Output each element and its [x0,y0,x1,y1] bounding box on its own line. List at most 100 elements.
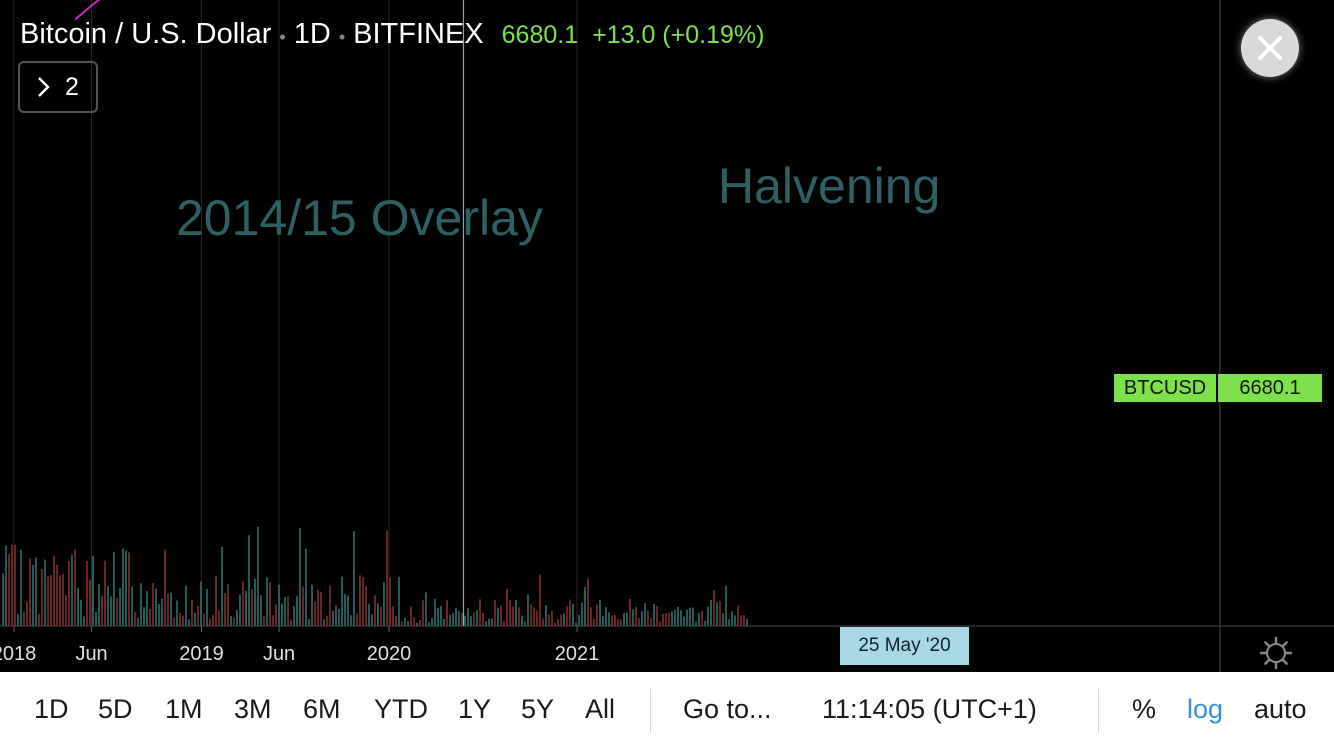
volume-bar [236,610,238,626]
volume-bar [170,592,172,626]
volume-bar [329,585,331,626]
volume-bar [23,611,25,626]
volume-bar [335,605,337,626]
last-price: 6680.1 [501,21,579,49]
close-button[interactable] [1241,19,1299,77]
volume-bar [176,600,178,626]
log-scale-toggle[interactable]: log [1187,694,1224,724]
range-1m-button[interactable]: 1M [165,694,203,724]
volume-bar [59,575,61,626]
volume-bar [725,585,727,626]
percent-scale-toggle[interactable]: % [1132,694,1157,724]
chevron-right-icon [38,77,50,97]
volume-bar [212,614,214,626]
volume-bar [596,604,598,626]
volume-bar [368,603,370,626]
volume-bar [8,553,10,626]
volume-bar [281,603,283,626]
header-separator: • [279,27,286,47]
range-6m-button[interactable]: 6M [303,694,341,724]
indicators-toggle-button[interactable]: 2 [18,61,98,113]
toolbar-divider [1098,689,1099,733]
volume-bar [386,530,388,626]
volume-bar [146,591,148,626]
volume-bar [44,559,46,626]
volume-bar [473,612,475,626]
volume-bar [692,607,694,626]
volume-bar [353,531,355,626]
volume-bar [419,619,421,626]
volume-bar [440,606,442,626]
volume-bar [497,607,499,626]
volume-bar [602,616,604,626]
volume-bar [701,610,703,626]
volume-bar [461,612,463,626]
volume-bar [647,610,649,626]
volume-bar [89,579,91,626]
volume-bar [143,607,145,626]
range-all-button[interactable]: All [585,694,616,724]
auto-scale-toggle[interactable]: auto [1254,694,1307,724]
volume-bar [581,602,583,626]
volume-bar [215,575,217,626]
volume-bar [191,600,193,626]
symbol-name[interactable]: Bitcoin / U.S. Dollar [20,18,272,50]
volume-bar [509,600,511,626]
overlay-annotation[interactable]: 2014/15 Overlay [176,190,543,246]
range-3m-button[interactable]: 3M [234,694,272,724]
volume-bar [299,528,301,626]
volume-bar [569,599,571,626]
volume-bar [551,610,553,626]
volume-bar [425,592,427,626]
volume-bar [263,616,265,626]
volume-bar [188,619,190,626]
volume-bar [716,602,718,626]
go-to-button[interactable]: Go to... [683,694,772,724]
volume-bar [38,613,40,626]
volume-bar [5,545,7,626]
volume-bar [641,611,643,626]
volume-bar [413,617,415,626]
volume-bar [323,619,325,626]
volume-bar [500,605,502,626]
volume-bar [101,595,103,626]
volume-bar [680,610,682,626]
volume-bar [431,618,433,626]
volume-bar [287,596,289,626]
volume-bar [284,596,286,626]
volume-bar [32,564,34,626]
volume-bar [683,616,685,626]
volume-bar [590,607,592,626]
volume-bar [68,560,70,626]
x-tick-label: 2019 [179,643,224,665]
volume-bar [62,573,64,626]
x-tick-label: 2018 [0,643,36,665]
chart-area[interactable]: 40000.028000.020500.014500.010500.07500.… [0,0,1334,672]
volume-bar [317,589,319,626]
price-chart[interactable]: 40000.028000.020500.014500.010500.07500.… [0,0,1334,672]
volume-bar [434,598,436,626]
halvening-annotation[interactable]: Halvening [718,158,941,214]
volume-bar [95,612,97,626]
bottom-toolbar: 1D 5D 1M 3M 6M YTD 1Y 5Y All Go to... 11… [0,672,1334,750]
volume-bar [116,597,118,626]
volume-bar [524,621,526,626]
volume-bar [728,619,730,626]
volume-bar [266,577,268,626]
range-1y-button[interactable]: 1Y [458,694,492,724]
volume-bar [209,618,211,626]
volume-bar [41,568,43,626]
volume-bar [740,615,742,626]
range-1d-button[interactable]: 1D [34,694,69,724]
volume-bar [617,618,619,626]
gear-icon[interactable] [1259,636,1293,670]
range-5y-button[interactable]: 5Y [521,694,555,724]
volume-bar [584,586,586,626]
clock-timezone-button[interactable]: 11:14:05 (UTC+1) [822,694,1037,724]
interval-label[interactable]: 1D [293,18,331,50]
volume-bar [698,612,700,626]
volume-bar [713,590,715,626]
range-5d-button[interactable]: 5D [98,694,133,724]
volume-bar [14,544,16,626]
range-ytd-button[interactable]: YTD [374,694,428,724]
